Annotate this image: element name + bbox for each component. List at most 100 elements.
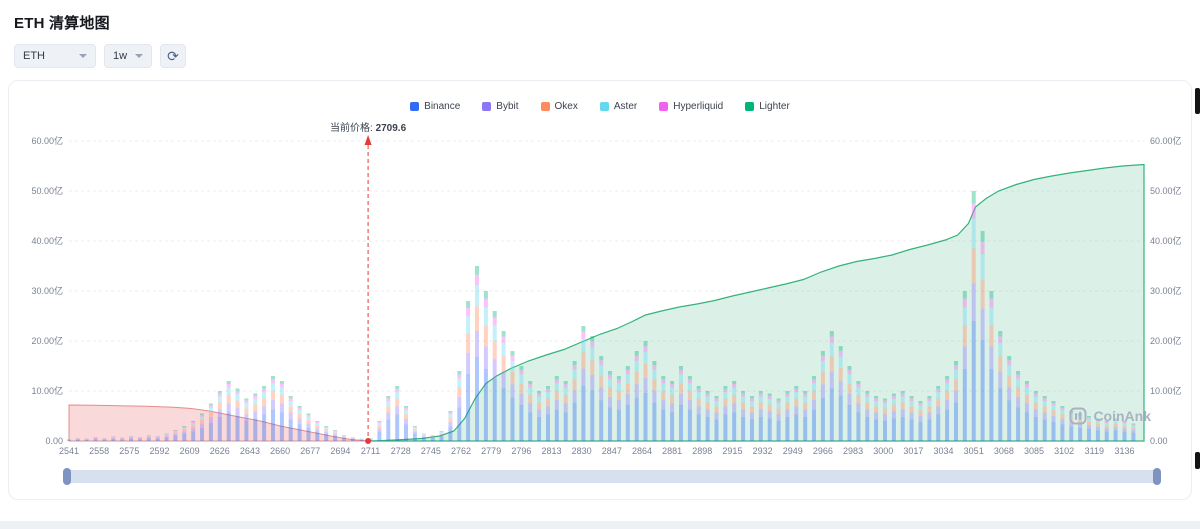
liquidation-bar-segment — [750, 419, 754, 441]
page-scrollbar-thumb[interactable] — [1195, 88, 1200, 114]
liquidation-bar-segment — [590, 336, 595, 342]
liquidation-bar-segment — [111, 437, 116, 439]
liquidation-bar-segment — [448, 414, 453, 418]
liquidation-bar-segment — [989, 346, 994, 369]
legend-item-hyperliquid[interactable]: Hyperliquid — [659, 101, 723, 112]
liquidation-bar-segment — [1104, 425, 1109, 429]
slider-handle-right[interactable] — [1153, 468, 1161, 485]
x-axis-label: 2677 — [300, 446, 320, 456]
liquidation-bar-segment — [519, 369, 524, 375]
liquidation-bar-segment — [599, 356, 604, 361]
liquidation-bar-segment — [741, 391, 746, 394]
liquidation-bar-segment — [794, 398, 799, 407]
liquidation-bar-segment — [466, 373, 471, 441]
liquidation-bar-segment — [670, 381, 675, 384]
liquidation-bar-segment — [652, 379, 657, 391]
liquidation-bar-segment — [306, 419, 311, 424]
liquidation-bar-segment — [829, 336, 834, 344]
liquidation-bar-segment — [528, 394, 533, 404]
chart-range-slider[interactable] — [63, 468, 1161, 485]
liquidation-bar-segment — [750, 412, 754, 420]
liquidation-bar-segment — [377, 421, 382, 422]
liquidation-bar-segment — [679, 374, 683, 384]
liquidation-bar-segment — [546, 388, 550, 393]
liquidation-bar-segment — [829, 356, 834, 372]
liquidation-bar-segment — [723, 406, 728, 415]
liquidation-bar-segment — [475, 306, 479, 331]
liquidation-bar-segment — [829, 343, 834, 357]
liquidation-bar-segment — [812, 379, 816, 384]
liquidation-bar-segment — [652, 365, 657, 370]
slider-handle-left[interactable] — [63, 468, 71, 485]
interval-select[interactable]: 1w — [104, 44, 152, 68]
liquidation-bar-segment — [138, 437, 142, 439]
liquidation-bar-segment — [590, 341, 595, 348]
legend-item-okex[interactable]: Okex — [540, 101, 578, 112]
refresh-button[interactable]: ⟳ — [160, 44, 186, 68]
liquidation-bar-segment — [377, 423, 382, 426]
liquidation-bar-segment — [377, 428, 382, 432]
liquidation-bar-segment — [1042, 396, 1047, 399]
liquidation-bar-segment — [1033, 417, 1038, 441]
liquidation-bar-segment — [404, 407, 408, 410]
liquidation-bar-segment — [980, 279, 985, 309]
liquidation-bar-segment — [1033, 396, 1038, 403]
liquidation-bar-segment — [696, 392, 701, 399]
liquidation-bar-segment — [191, 431, 196, 441]
liquidation-chart[interactable]: 0.00 0.00 10.00亿 10.00亿 20.00亿 20.00亿 30.00亿 30… — [9, 117, 1191, 457]
liquidation-bar-segment — [519, 393, 524, 406]
liquidation-bar-segment — [430, 438, 435, 441]
x-axis-label: 2949 — [783, 446, 803, 456]
liquidation-bar-segment — [661, 383, 666, 391]
liquidation-bar-segment — [723, 414, 728, 441]
liquidation-bar-segment — [687, 409, 692, 441]
liquidation-bar-segment — [776, 408, 781, 415]
liquidation-bar-segment — [865, 409, 870, 417]
liquidation-bar-segment — [120, 438, 125, 440]
liquidation-bar-segment — [120, 438, 125, 439]
liquidation-bar-segment — [590, 390, 595, 441]
liquidation-bar-segment — [563, 412, 568, 441]
liquidation-bar-segment — [342, 435, 346, 437]
liquidation-bar-segment — [758, 417, 763, 441]
liquidation-bar-segment — [253, 398, 258, 405]
liquidation-bar-segment — [173, 434, 178, 436]
liquidation-bar-segment — [244, 398, 249, 401]
liquidation-bar-segment — [989, 325, 994, 347]
legend-item-lighter[interactable]: Lighter — [745, 101, 790, 112]
liquidation-bar-segment — [492, 378, 497, 441]
liquidation-bar-segment — [998, 331, 1003, 337]
liquidation-bar-segment — [883, 414, 887, 421]
liquidation-bar-segment — [829, 388, 834, 441]
liquidation-bar-segment — [253, 411, 258, 419]
liquidation-bar-segment — [865, 396, 870, 403]
liquidation-bar-segment — [271, 409, 275, 441]
liquidation-bar-segment — [625, 369, 630, 375]
liquidation-bar-segment — [279, 384, 284, 388]
legend-item-bybit[interactable]: Bybit — [482, 101, 519, 112]
legend-item-binance[interactable]: Binance — [410, 101, 460, 112]
page-scrollbar-thumb[interactable] — [1195, 452, 1200, 469]
liquidation-bar-segment — [279, 412, 284, 441]
liquidation-bar-segment — [235, 388, 240, 392]
liquidation-bar-segment — [785, 393, 790, 397]
liquidation-bar-segment — [386, 419, 391, 441]
liquidation-bar-segment — [829, 371, 834, 389]
liquidation-bar-segment — [217, 391, 222, 394]
liquidation-bar-segment — [563, 384, 568, 388]
liquidation-bar-segment — [350, 438, 355, 440]
liquidation-bar-segment — [643, 393, 648, 441]
liquidation-bar-segment — [297, 407, 302, 410]
symbol-select[interactable]: ETH — [14, 44, 96, 68]
liquidation-bar-segment — [679, 393, 683, 406]
liquidation-bar-segment — [918, 401, 923, 403]
interval-select-value: 1w — [113, 50, 128, 62]
liquidation-bar-segment — [891, 418, 896, 441]
liquidation-bar-segment — [288, 412, 293, 420]
liquidation-bar-segment — [439, 436, 444, 441]
liquidation-bar-segment — [200, 413, 204, 415]
liquidation-bar-segment — [528, 412, 533, 441]
liquidation-bar-segment — [918, 405, 923, 411]
liquidation-bar-segment — [288, 406, 293, 413]
legend-item-aster[interactable]: Aster — [599, 101, 637, 112]
